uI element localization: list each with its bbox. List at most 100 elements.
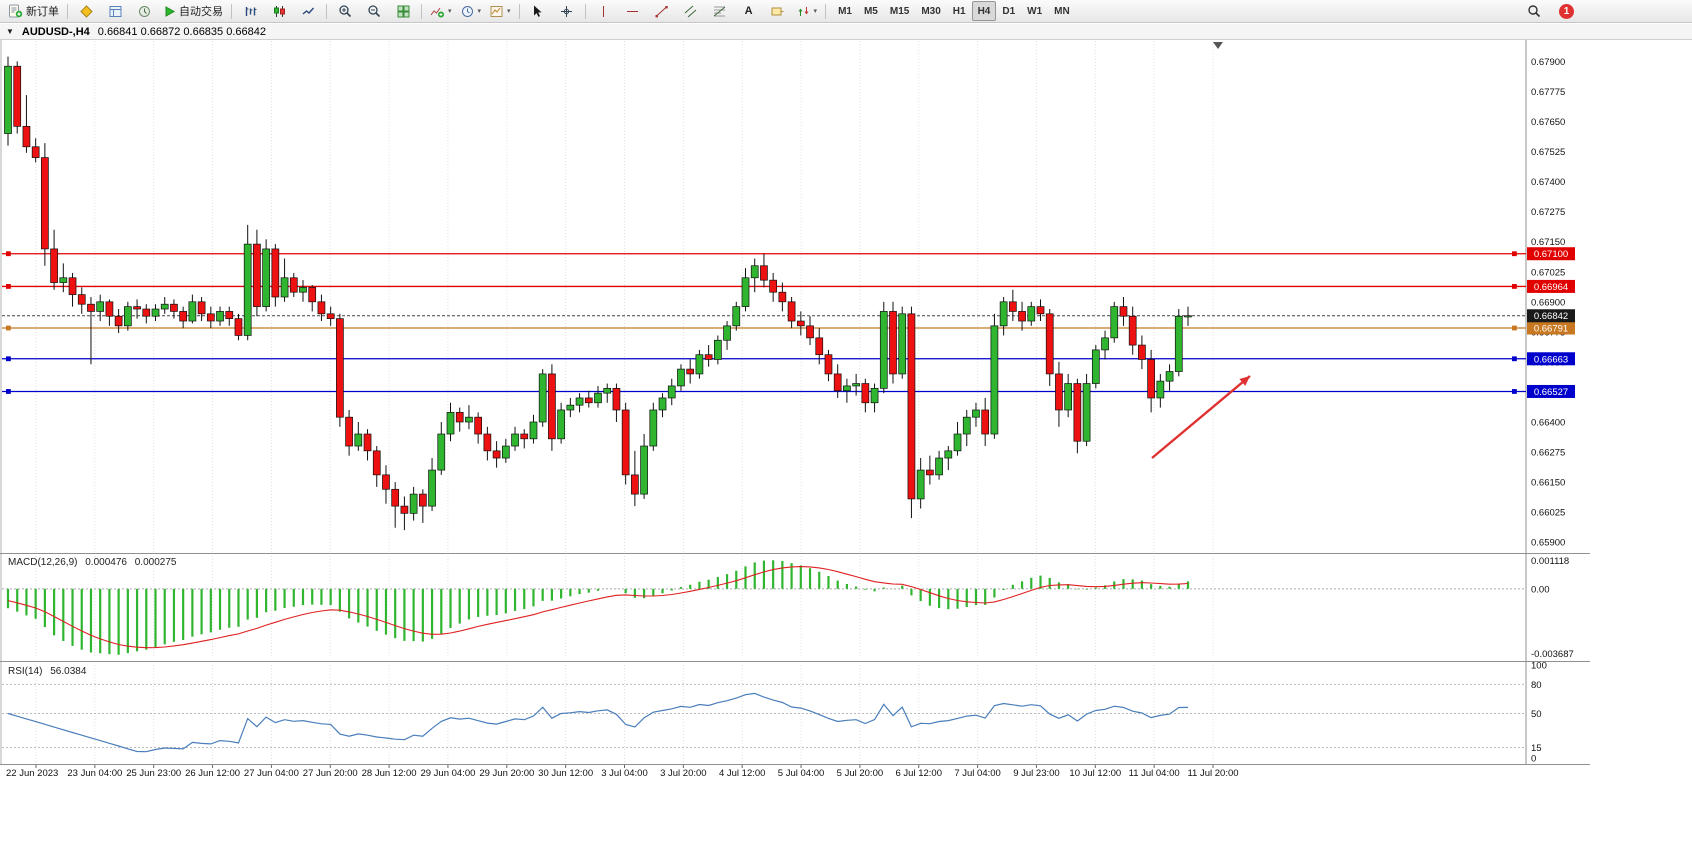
- candle-bear: [289, 272, 298, 297]
- candle-bull: [594, 385, 602, 408]
- line-handle[interactable]: [6, 389, 11, 394]
- label-button[interactable]: [764, 0, 792, 22]
- arrows-button[interactable]: ▾: [793, 0, 822, 22]
- line-handle[interactable]: [6, 356, 11, 362]
- search-icon: [1528, 5, 1541, 18]
- candlestick-chart-button[interactable]: [265, 0, 293, 22]
- candle-bear: [326, 306, 335, 326]
- bar-chart-button[interactable]: [236, 0, 264, 22]
- market-watch-button[interactable]: [72, 0, 100, 22]
- timeframe-mn-button[interactable]: MN: [1054, 5, 1070, 17]
- trendline-icon: [655, 5, 668, 17]
- candle-bear: [382, 465, 390, 504]
- price-tag: [1527, 384, 1575, 398]
- tile-windows-button[interactable]: [389, 0, 417, 22]
- line-chart-button[interactable]: [294, 0, 322, 22]
- indicators-icon: [430, 7, 444, 17]
- chart-shift-marker: [1213, 42, 1223, 49]
- time-axis-label: 4 Jul 12:00: [719, 768, 765, 779]
- notification-badge[interactable]: 1: [1559, 3, 1574, 19]
- timeframe-m1-button[interactable]: M1: [838, 5, 852, 17]
- macd-signal-value: 0.000275: [134, 557, 177, 568]
- time-axis-label: 10 Jul 12:00: [1069, 768, 1121, 779]
- candle-bear: [105, 299, 114, 326]
- vertical-line-button[interactable]: [590, 0, 618, 22]
- candle-bull: [603, 383, 612, 403]
- time-axis-label: 6 Jul 12:00: [896, 768, 942, 779]
- zoom-out-button[interactable]: [360, 0, 388, 22]
- trendline-button[interactable]: [648, 0, 676, 22]
- candle-bull: [732, 301, 741, 331]
- indicators-button[interactable]: ▾: [426, 0, 456, 22]
- candle-bull: [465, 405, 473, 430]
- candle-bull: [1091, 345, 1100, 389]
- toolbar-separator: [421, 3, 422, 19]
- channel-button[interactable]: [677, 0, 705, 22]
- cursor-button[interactable]: [524, 0, 552, 22]
- candle-bear: [336, 313, 344, 427]
- data-window-button[interactable]: [101, 0, 129, 22]
- text-button[interactable]: A: [735, 0, 763, 22]
- candle-bull: [1110, 301, 1119, 343]
- timeframe-m5-button[interactable]: M5: [863, 5, 878, 17]
- price-tag: [1527, 352, 1575, 366]
- navigator-button[interactable]: [130, 0, 158, 22]
- candle-bear: [889, 301, 897, 384]
- candle-bear: [345, 409, 353, 456]
- candle-bear: [907, 306, 916, 519]
- timeframe-d1-button[interactable]: D1: [1002, 5, 1016, 17]
- candle-bear: [142, 304, 151, 324]
- time-axis-label: 25 Jun 23:00: [126, 768, 181, 779]
- zoom-in-button[interactable]: [331, 0, 359, 22]
- line-handle[interactable]: [1512, 251, 1517, 257]
- candle-bull: [511, 426, 519, 451]
- line-handle[interactable]: [6, 251, 11, 257]
- candle-bear: [806, 316, 814, 346]
- market-watch-icon: [79, 4, 93, 18]
- line-handle[interactable]: [1512, 356, 1517, 362]
- indicator-axis-label: 50: [1531, 709, 1542, 720]
- candle-bull: [4, 56, 12, 146]
- trend-arrow-head[interactable]: [1239, 376, 1250, 386]
- line-handle[interactable]: [1512, 284, 1517, 289]
- candle-bull: [501, 438, 510, 463]
- candle-bear: [234, 313, 243, 341]
- crosshair-button[interactable]: [553, 0, 581, 22]
- line-handle[interactable]: [6, 325, 11, 331]
- trend-arrow-annotation[interactable]: [1151, 375, 1251, 459]
- horizontal-line-button[interactable]: [619, 0, 647, 22]
- candle-bear: [778, 282, 787, 312]
- line-handle[interactable]: [1512, 325, 1517, 331]
- new-order-icon: [9, 4, 23, 18]
- timeframe-m30-button[interactable]: M30: [921, 5, 941, 17]
- candle-bull: [1064, 373, 1073, 418]
- templates-button[interactable]: ▾: [486, 0, 515, 22]
- price-tag-label: 0.66964: [1534, 282, 1568, 293]
- time-axis-label: 9 Jul 23:00: [1013, 768, 1059, 779]
- periods-button[interactable]: ▾: [457, 0, 486, 22]
- timeframe-m15-button[interactable]: M15: [889, 5, 910, 17]
- candle-bear: [1073, 378, 1082, 454]
- price-axis-label: 0.66150: [1531, 478, 1565, 489]
- line-handle[interactable]: [6, 284, 11, 289]
- chart-menu-icon[interactable]: ▼: [6, 27, 14, 36]
- candlestick-chart-icon: [273, 5, 285, 17]
- candle-bull: [898, 306, 907, 379]
- line-handle[interactable]: [1512, 389, 1517, 394]
- candle-bear: [1055, 361, 1063, 427]
- new-order-label: 新订单: [26, 6, 59, 18]
- macd-signal-line: [7, 566, 1189, 649]
- candle-bull: [151, 304, 160, 322]
- timeframe-w1-button[interactable]: W1: [1027, 5, 1043, 17]
- search-button[interactable]: [1520, 0, 1548, 22]
- autotrading-button[interactable]: 自动交易: [159, 0, 227, 22]
- candle-bear: [824, 349, 833, 382]
- new-order-button[interactable]: 新订单: [4, 0, 63, 22]
- candle-bear: [981, 397, 990, 447]
- candle-bull: [658, 393, 667, 418]
- fibonacci-button[interactable]: [706, 0, 734, 22]
- timeframe-h1-button[interactable]: H1: [952, 5, 966, 17]
- candle-bear: [686, 359, 695, 384]
- candle-bear: [1138, 335, 1146, 370]
- timeframe-h4-button[interactable]: H4: [971, 1, 997, 21]
